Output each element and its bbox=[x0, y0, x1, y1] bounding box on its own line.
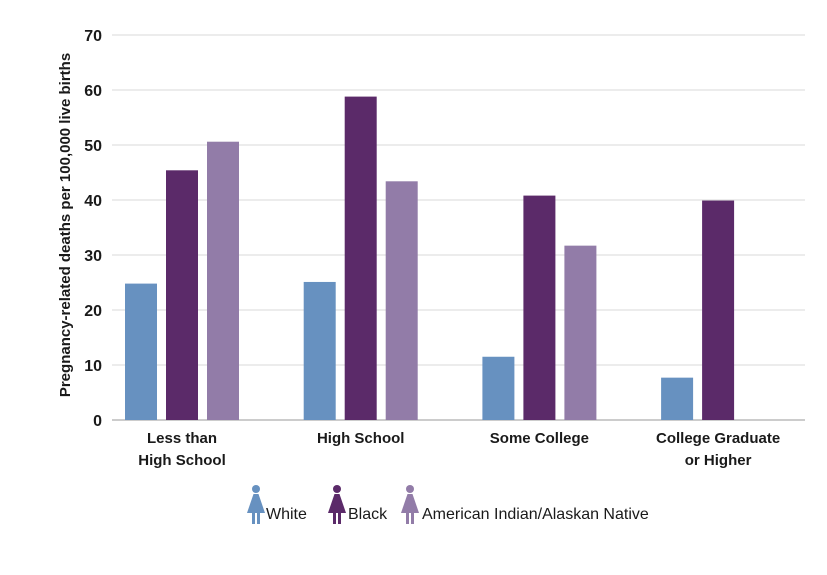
y-tick-label: 20 bbox=[84, 303, 102, 320]
legend-label: American Indian/Alaskan Native bbox=[422, 506, 649, 523]
y-tick-label: 70 bbox=[84, 28, 102, 45]
bar-black bbox=[523, 195, 556, 420]
bar-american-indian-alaskan-native bbox=[385, 181, 418, 420]
y-tick-label: 50 bbox=[84, 138, 102, 155]
y-tick-label: 0 bbox=[93, 413, 102, 430]
bar-white bbox=[303, 281, 336, 420]
woman-figure-icon bbox=[328, 485, 346, 524]
category-label: College Graduate or Higher bbox=[656, 430, 780, 469]
y-tick-label: 10 bbox=[84, 358, 102, 375]
bar-american-indian-alaskan-native bbox=[564, 245, 597, 420]
bar-black bbox=[166, 170, 198, 420]
y-tick-label: 30 bbox=[84, 248, 102, 265]
y-axis-title: Pregnancy-related deaths per 100,000 liv… bbox=[57, 53, 74, 397]
y-tick-labels: 0 10 20 30 40 50 60 70 bbox=[84, 28, 102, 430]
woman-figure-icon bbox=[401, 485, 419, 524]
bar-black bbox=[344, 96, 377, 420]
category-label: Some College bbox=[490, 430, 589, 447]
category-label: Less than High School bbox=[138, 430, 226, 469]
bar-white bbox=[125, 283, 157, 420]
category-labels: Less than High School High School Some Coll… bbox=[138, 430, 780, 469]
bar-american-indian-alaskan-native bbox=[207, 141, 239, 420]
legend-label: Black bbox=[348, 506, 388, 523]
category-label: High School bbox=[317, 430, 405, 447]
bar-white bbox=[661, 377, 694, 420]
bar-white bbox=[482, 356, 515, 420]
bars bbox=[125, 96, 735, 420]
bar-black bbox=[702, 200, 735, 420]
y-tick-label: 60 bbox=[84, 83, 102, 100]
legend-label: White bbox=[266, 506, 307, 523]
woman-figure-icon bbox=[247, 485, 265, 524]
legend: White Black American Indian/Alaskan Native bbox=[247, 485, 649, 524]
y-tick-label: 40 bbox=[84, 193, 102, 210]
